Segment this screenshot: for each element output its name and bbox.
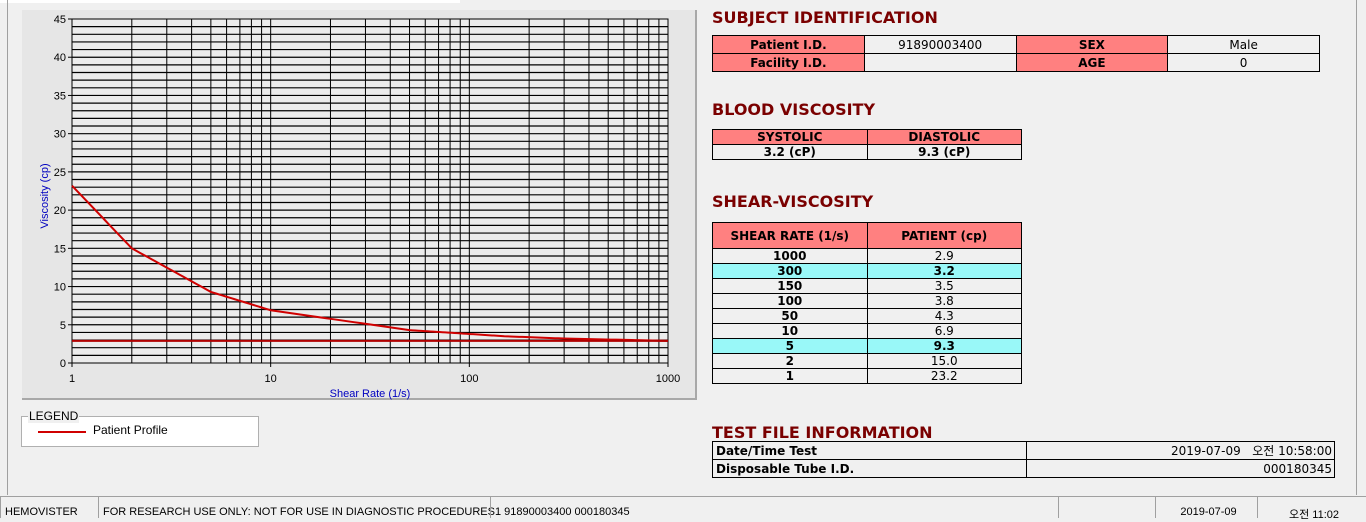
y-tick-label: 40 xyxy=(54,52,66,64)
subject-title: SUBJECT IDENTIFICATION xyxy=(712,8,938,27)
shear-row: 5 9.3 xyxy=(712,338,1022,354)
legend-label: Patient Profile xyxy=(93,423,168,437)
diastolic-value: 9.3 (cP) xyxy=(866,144,1022,160)
right-border xyxy=(1356,0,1366,495)
datetime-label: Date/Time Test xyxy=(712,441,1027,460)
y-tick-label: 35 xyxy=(54,90,66,102)
shear-rate-cell: 10 xyxy=(712,323,868,339)
shear-rate-header: SHEAR RATE (1/s) xyxy=(712,222,868,249)
status-empty xyxy=(1058,496,1155,518)
x-axis-label: Shear Rate (1/s) xyxy=(330,388,411,400)
status-notice: FOR RESEARCH USE ONLY: NOT FOR USE IN DI… xyxy=(98,496,495,518)
datetime-value: 2019-07-09 오전 10:58:00 xyxy=(1026,441,1335,460)
patient-value-cell: 2.9 xyxy=(866,248,1022,264)
shear-rate-cell: 1000 xyxy=(712,248,868,264)
patient-value-cell: 3.5 xyxy=(866,278,1022,294)
shear-row: 10 6.9 xyxy=(712,323,1022,339)
shear-row: 50 4.3 xyxy=(712,308,1022,324)
legend-line-swatch xyxy=(38,431,86,433)
top-strip xyxy=(0,0,460,3)
sex-value: Male xyxy=(1167,35,1320,54)
y-tick-label: 15 xyxy=(54,243,66,255)
patient-value-cell: 6.9 xyxy=(866,323,1022,339)
status-app: HEMOVISTER xyxy=(0,496,98,518)
facility-id-label: Facility I.D. xyxy=(712,53,865,72)
status-record: 1 91890003400 000180345 xyxy=(490,496,1058,518)
shear-rate-cell: 50 xyxy=(712,308,868,324)
y-tick-label: 5 xyxy=(60,320,66,332)
diastolic-label: DIASTOLIC xyxy=(866,129,1022,145)
shear-viscosity-title: SHEAR-VISCOSITY xyxy=(712,192,874,211)
shear-row: 150 3.5 xyxy=(712,278,1022,294)
chart-panel: 0 5 10 15 20 25 30 35 40 45 1 10 100 1000 Viscosity (… xyxy=(22,10,697,400)
facility-id-value xyxy=(863,53,1017,72)
x-tick-label: 1 xyxy=(69,373,75,385)
y-tick-label: 45 xyxy=(54,14,66,26)
shear-row: 2 15.0 xyxy=(712,353,1022,369)
patient-id-value: 91890003400 xyxy=(863,35,1017,54)
patient-value-cell: 9.3 xyxy=(866,338,1022,354)
status-time: 오전 11:02 xyxy=(1257,496,1366,521)
shear-viscosity-table: SHEAR RATE (1/s) PATIENT (cp) 1000 2.9 300… xyxy=(712,222,1022,384)
x-tick-label: 10 xyxy=(265,373,277,385)
blood-viscosity-title: BLOOD VISCOSITY xyxy=(712,100,876,119)
tube-id-label: Disposable Tube I.D. xyxy=(712,459,1027,478)
legend-title: LEGEND xyxy=(28,409,80,423)
subject-table: Patient I.D. 91890003400 SEX Male Facili… xyxy=(712,35,1320,72)
viscosity-chart: 0 5 10 15 20 25 30 35 40 45 1 10 100 1000 Viscosity (… xyxy=(39,14,680,400)
shear-rate-cell: 5 xyxy=(712,338,868,354)
shear-row: 1 23.2 xyxy=(712,368,1022,384)
shear-rate-cell: 300 xyxy=(712,263,868,279)
y-tick-label: 20 xyxy=(54,205,66,217)
y-tick-label: 10 xyxy=(54,282,66,294)
patient-value-cell: 15.0 xyxy=(866,353,1022,369)
x-tick-label: 1000 xyxy=(656,373,680,385)
sex-label: SEX xyxy=(1015,35,1169,54)
shear-rate-cell: 2 xyxy=(712,353,868,369)
y-tick-label: 0 xyxy=(60,358,66,370)
y-tick-label: 25 xyxy=(54,167,66,179)
patient-profile-line xyxy=(71,184,669,342)
systolic-value: 3.2 (cP) xyxy=(712,144,868,160)
left-border xyxy=(0,0,8,495)
y-tick-label: 30 xyxy=(54,129,66,141)
shear-rate-cell: 150 xyxy=(712,278,868,294)
blood-viscosity-table: SYSTOLIC DIASTOLIC 3.2 (cP) 9.3 (cP) xyxy=(712,129,1022,160)
shear-row: 100 3.8 xyxy=(712,293,1022,309)
test-file-table: Date/Time Test 2019-07-09 오전 10:58:00 Di… xyxy=(712,441,1335,478)
patient-value-cell: 23.2 xyxy=(866,368,1022,384)
systolic-label: SYSTOLIC xyxy=(712,129,868,145)
age-label: AGE xyxy=(1015,53,1169,72)
patient-value-cell: 4.3 xyxy=(866,308,1022,324)
tube-id-value: 000180345 xyxy=(1026,459,1335,478)
shear-row: 300 3.2 xyxy=(712,263,1022,279)
y-axis-label: Viscosity (cp) xyxy=(39,163,51,228)
shear-rate-cell: 1 xyxy=(712,368,868,384)
shear-rate-cell: 100 xyxy=(712,293,868,309)
patient-id-label: Patient I.D. xyxy=(712,35,865,54)
age-value: 0 xyxy=(1167,53,1320,72)
status-date: 2019-07-09 xyxy=(1155,496,1257,518)
test-file-title: TEST FILE INFORMATION xyxy=(712,423,933,442)
patient-value-cell: 3.8 xyxy=(866,293,1022,309)
patient-value-cell: 3.2 xyxy=(866,263,1022,279)
x-tick-label: 100 xyxy=(460,373,478,385)
plot-area xyxy=(71,18,669,364)
shear-row: 1000 2.9 xyxy=(712,248,1022,264)
status-bar: HEMOVISTER FOR RESEARCH USE ONLY: NOT FO… xyxy=(0,496,1366,521)
patient-header: PATIENT (cp) xyxy=(866,222,1022,249)
